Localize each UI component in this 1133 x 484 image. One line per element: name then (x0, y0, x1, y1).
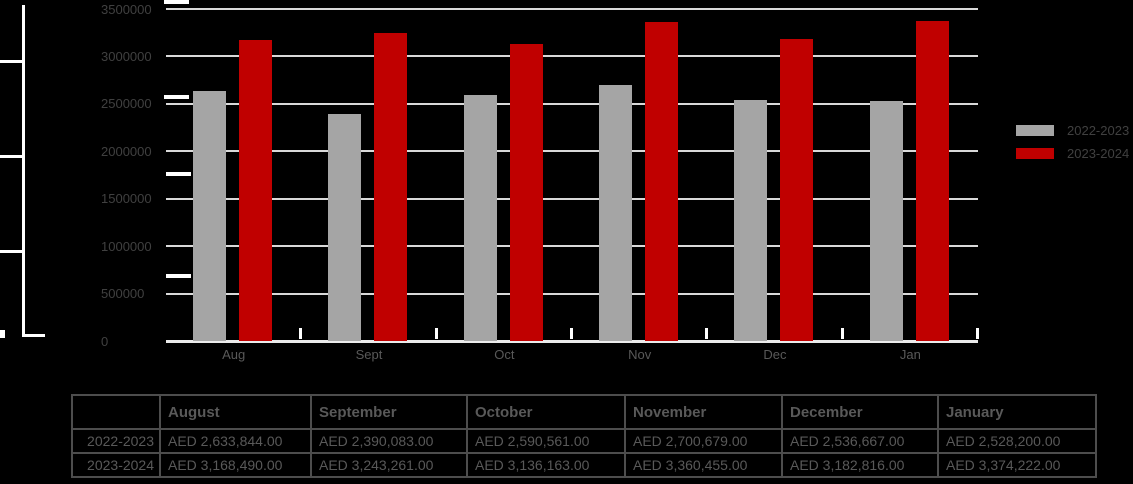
gridline (166, 150, 978, 153)
table-month-header: September (310, 394, 468, 430)
table-month-header: October (466, 394, 626, 430)
category-boundary-tick (299, 328, 303, 339)
table-header-row: August September October November December Ja… (71, 394, 1097, 430)
gridline (166, 102, 978, 105)
table-row: 2023-2024 AED 3,168,490.00 AED 3,243,261.0… (71, 452, 1097, 478)
bar-chart-plot-area (166, 8, 979, 343)
bar-2022-2023 (869, 101, 903, 341)
x-axis-category-label: Nov (628, 347, 652, 362)
legend-item-label: 2022-2023 (1067, 122, 1130, 138)
bar-2023-2024 (509, 43, 543, 341)
table-value-cell: AED 3,168,490.00 (159, 452, 312, 478)
table-row-label: 2023-2024 (71, 452, 161, 478)
bar-2022-2023 (328, 114, 362, 341)
table-month-header: January (937, 394, 1097, 430)
legend-item: 2023-2024 (1016, 145, 1130, 161)
table-value-cell: AED 3,136,163.00 (466, 452, 626, 478)
y-axis-tick-label: 1500000 (101, 191, 152, 207)
y-axis-tick-label: 2000000 (101, 143, 152, 159)
table-value-cell: AED 2,590,561.00 (466, 428, 626, 454)
y-axis-tick-label: 2500000 (101, 96, 152, 112)
legend-item: 2022-2023 (1016, 122, 1130, 138)
table-month-header: August (159, 394, 312, 430)
y-axis-tick-label: 3000000 (101, 48, 152, 64)
bar-2023-2024 (780, 39, 814, 341)
bar-2022-2023 (599, 84, 632, 341)
x-axis-category-label: Oct (494, 347, 515, 362)
table-row: 2022-2023 AED 2,633,844.00 AED 2,390,083.0… (71, 428, 1097, 454)
gridline (166, 55, 978, 58)
overlay-dash (164, 95, 189, 99)
monthly-comparison-table: August September October November December Ja… (71, 394, 1097, 478)
y-axis-tick-label: 0 (101, 333, 109, 349)
overlay-corner-mark (0, 330, 5, 338)
table-value-cell: AED 2,390,083.00 (310, 428, 468, 454)
category-boundary-tick (705, 328, 709, 339)
x-axis-category-label: Dec (763, 347, 787, 362)
table-body: 2022-2023 AED 2,633,844.00 AED 2,390,083.0… (71, 428, 1097, 478)
overlay-dash (166, 172, 191, 176)
category-boundary-tick (840, 328, 844, 339)
bar-2023-2024 (645, 22, 678, 341)
x-axis-line (166, 340, 978, 343)
table-month-header: December (781, 394, 939, 430)
overlay-axis-line (22, 5, 25, 337)
bar-2022-2023 (463, 95, 497, 341)
legend-item-label: 2023-2024 (1067, 145, 1130, 161)
table-value-cell: AED 2,633,844.00 (159, 428, 312, 454)
legend-swatch-icon (1016, 147, 1054, 159)
bar-2023-2024 (374, 33, 408, 341)
table-value-cell: AED 3,243,261.00 (310, 452, 468, 478)
gridline (166, 8, 978, 10)
overlay-dash (164, 0, 189, 4)
category-boundary-tick (434, 328, 438, 339)
x-axis-category-label: Aug (222, 347, 246, 362)
gridline (166, 292, 978, 295)
category-boundary-tick (570, 328, 573, 339)
table-header-row: August September October November December Ja… (71, 394, 1097, 430)
gridline (166, 197, 978, 200)
table-row-label: 2022-2023 (71, 428, 161, 454)
bar-2023-2024 (239, 40, 272, 341)
gridline (166, 245, 978, 248)
y-axis-tick-label: 3500000 (101, 1, 152, 17)
x-axis-category-label: Jan (899, 347, 921, 362)
chart-legend: 2022-2023 2023-2024 (1016, 122, 1130, 170)
overlay-axis-tick (0, 250, 22, 253)
table-month-header: November (624, 394, 783, 430)
overlay-dash (166, 274, 191, 278)
overlay-axis-tick (0, 155, 22, 158)
table-value-cell: AED 3,182,816.00 (781, 452, 939, 478)
x-axis-category-label: Sept (355, 347, 383, 362)
legend-swatch-icon (1016, 124, 1054, 136)
table-value-cell: AED 2,528,200.00 (937, 428, 1097, 454)
table-value-cell: AED 2,700,679.00 (624, 428, 783, 454)
y-axis-tick-label: 500000 (101, 286, 145, 302)
bar-2022-2023 (193, 91, 226, 341)
table-corner-cell (71, 394, 161, 430)
table-value-cell: AED 3,374,222.00 (937, 452, 1097, 478)
table-value-cell: AED 2,536,667.00 (781, 428, 939, 454)
table-value-cell: AED 3,360,455.00 (624, 452, 783, 478)
y-axis-tick-label: 1000000 (101, 238, 152, 254)
overlay-axis-tick (0, 60, 22, 63)
bar-2023-2024 (915, 20, 949, 341)
bar-2022-2023 (734, 100, 768, 341)
category-boundary-tick (976, 328, 979, 339)
overlay-axis-foot (22, 334, 45, 337)
